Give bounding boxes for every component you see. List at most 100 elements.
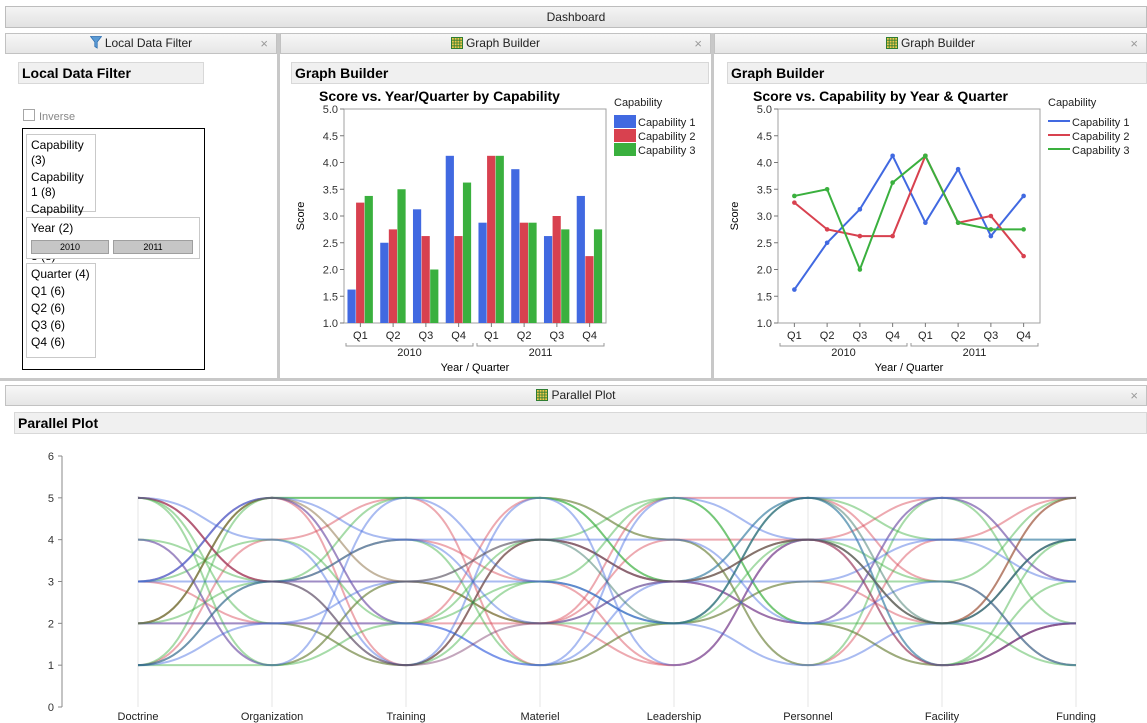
quarter-item-q4[interactable]: Q4 (6) — [31, 335, 66, 349]
graph-builder-icon — [885, 36, 898, 49]
bar — [380, 242, 389, 323]
close-icon[interactable]: × — [694, 36, 702, 51]
y-tick-label: 4 — [48, 535, 54, 547]
bar — [421, 236, 430, 323]
dashboard-title: Dashboard — [546, 10, 606, 24]
y-tick-label: 2.0 — [757, 265, 772, 277]
legend-label: Capability 3 — [1072, 145, 1129, 157]
inverse-checkbox-row[interactable]: Inverse — [23, 109, 75, 125]
close-icon[interactable]: × — [1130, 36, 1138, 51]
inverse-label: Inverse — [39, 111, 76, 123]
panel-heading-local-data-filter: Local Data Filter — [18, 62, 204, 84]
year-2010-button[interactable]: 2010 — [31, 240, 109, 254]
bar — [511, 169, 520, 323]
parallel-line — [137, 496, 1077, 667]
panel-splitter-1[interactable] — [277, 33, 280, 378]
quarter-item-q3[interactable]: Q3 (6) — [31, 318, 66, 332]
bar — [593, 229, 603, 323]
inverse-checkbox[interactable] — [23, 109, 35, 121]
data-point — [857, 207, 863, 212]
chart-title: Score vs. Year/Quarter by Capability — [319, 88, 560, 104]
x-tick-label: Q1 — [353, 330, 368, 342]
bar — [364, 195, 373, 323]
x-axis-label: Year / Quarter — [441, 362, 510, 374]
legend-label: Capability 3 — [638, 145, 695, 157]
y-tick-label: 3 — [48, 577, 54, 589]
data-point — [923, 220, 928, 225]
parallel-line — [137, 496, 1077, 667]
panel-splitter-3[interactable] — [0, 378, 1147, 381]
chart-title: Score vs. Capability by Year & Quarter — [753, 88, 1009, 104]
y-tick-label: 6 — [48, 451, 54, 463]
tab-local-data-filter[interactable]: Local Data Filter × — [5, 33, 277, 54]
year-2011-button[interactable]: 2011 — [113, 240, 193, 254]
legend-label: Capability 2 — [638, 131, 695, 143]
data-point — [988, 233, 994, 239]
parallel-line — [137, 496, 1077, 667]
legend-swatch — [614, 143, 636, 156]
parallel-line — [137, 496, 1077, 667]
axis-label: Materiel — [520, 711, 559, 723]
data-point — [1021, 253, 1026, 259]
graph-builder-icon — [450, 36, 463, 49]
capability-item-1[interactable]: Capability 1 (8) — [31, 170, 84, 199]
parallel-line — [137, 496, 1077, 667]
tab-label: Graph Builder — [465, 36, 541, 50]
parallel-line — [137, 538, 1077, 667]
year-filter-header: Year (2) — [31, 221, 74, 235]
x-tick-label: Q3 — [984, 330, 999, 342]
y-tick-label: 4.5 — [323, 131, 338, 143]
y-tick-label: 1.5 — [757, 291, 772, 303]
tab-label: Parallel Plot — [551, 388, 616, 402]
capability-filter-box[interactable]: Capability (3) Capability 1 (8) Capabili… — [26, 134, 96, 263]
x-tick-label: Q3 — [550, 330, 565, 342]
bar — [519, 222, 529, 323]
parallel-line — [137, 496, 1077, 667]
year-filter-box[interactable]: Year (2) 2010 2011 — [26, 217, 200, 259]
group-bracket — [910, 343, 1039, 347]
parallel-line — [137, 496, 1077, 667]
bar — [445, 155, 454, 323]
panel-splitter-2[interactable] — [711, 33, 714, 378]
data-point — [824, 186, 830, 192]
panel-heading-parallel-plot: Parallel Plot — [14, 412, 1147, 434]
legend-label: Capability 1 — [638, 117, 695, 129]
y-tick-label: 2.5 — [323, 238, 338, 250]
x-tick-label: Q4 — [885, 330, 900, 342]
bar — [543, 236, 553, 323]
parallel-line — [137, 496, 1077, 625]
capability-filter-header: Capability (3) — [31, 138, 84, 167]
bar — [454, 236, 463, 323]
close-icon[interactable]: × — [1130, 388, 1138, 403]
quarter-filter-box[interactable]: Quarter (4) Q1 (6) Q2 (6) Q3 (6) Q4 (6) — [26, 263, 96, 358]
close-icon[interactable]: × — [260, 36, 268, 51]
bar-chart[interactable]: Score vs. Year/Quarter by Capability 1.0 1… — [282, 84, 710, 376]
parallel-line — [137, 496, 1076, 625]
parallel-plot[interactable]: 0 1 2 3 4 5 6 Doctrine Organization Training Mater… — [0, 440, 1147, 723]
tab-label: Graph Builder — [900, 36, 976, 50]
parallel-line — [137, 496, 1077, 667]
y-axis-label: Score — [295, 202, 307, 231]
series-line — [793, 153, 1025, 291]
parallel-line — [137, 496, 1077, 667]
line-chart[interactable]: Score vs. Capability by Year & Quarter 1.… — [716, 84, 1147, 376]
parallel-line — [137, 496, 1077, 667]
legend-swatch — [614, 129, 636, 142]
tab-graph-builder-1[interactable]: Graph Builder × — [280, 33, 711, 54]
dashboard-title-bar: Dashboard — [5, 6, 1147, 28]
data-point — [988, 227, 994, 232]
y-tick-label: 1.0 — [323, 318, 338, 330]
tab-parallel-plot[interactable]: Parallel Plot × — [5, 385, 1147, 406]
x-axis-label: Year / Quarter — [875, 362, 944, 374]
axis-label: Doctrine — [118, 711, 159, 723]
parallel-line — [137, 496, 1076, 667]
filter-container — [22, 128, 205, 370]
bar — [356, 202, 365, 323]
quarter-item-q1[interactable]: Q1 (6) — [31, 284, 66, 298]
tab-graph-builder-2[interactable]: Graph Builder × — [714, 33, 1147, 54]
x-tick-label: Q4 — [451, 330, 466, 342]
x-tick-label: Q2 — [386, 330, 401, 342]
panel-heading-graph-builder-1: Graph Builder — [291, 62, 709, 84]
quarter-item-q2[interactable]: Q2 (6) — [31, 301, 66, 315]
data-point — [857, 267, 863, 272]
